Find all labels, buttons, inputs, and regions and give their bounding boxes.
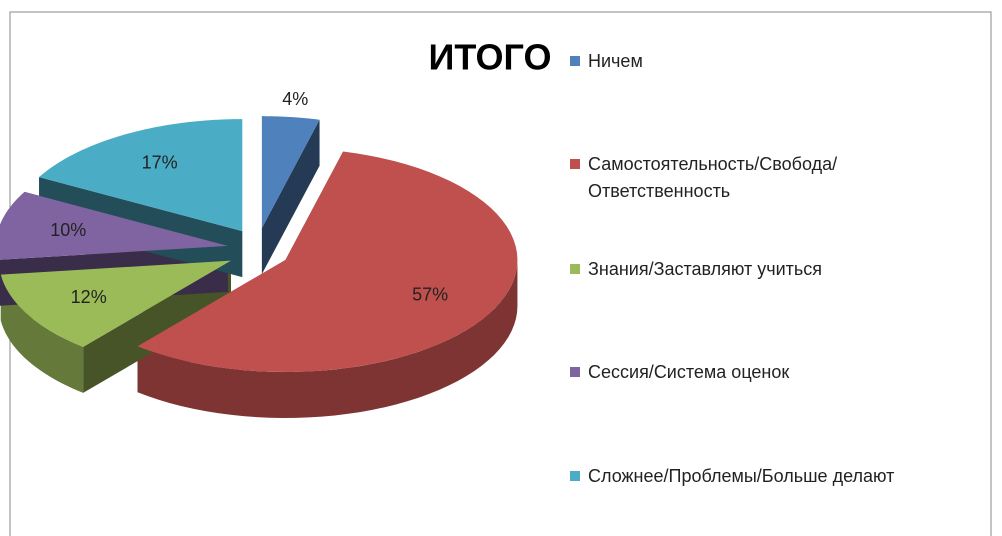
legend-item: Самостоятельность/Свобода/Ответственност… [570,151,938,205]
legend-label: Сложнее/Проблемы/Больше делают [588,466,895,486]
legend-label: Сессия/Система оценок [588,362,790,382]
legend-label: Знания/Заставляют учиться [588,259,823,279]
slice [261,116,320,229]
tops [0,116,518,372]
legend-swatch [570,367,580,377]
data-label: 17% [142,152,178,172]
slice [137,151,518,372]
data-label: 57% [412,284,448,304]
slice-side [0,274,84,393]
slice-edge [261,119,320,275]
legend-item: Сложнее/Проблемы/Больше делают [570,463,938,490]
slice [39,119,243,232]
legend-label: Самостоятельность/Свобода/Ответственност… [588,154,838,201]
legend-item: Знания/Заставляют учиться [570,256,938,283]
legend-item: Ничем [570,48,938,75]
slice-side [137,259,518,418]
slice [0,260,232,347]
legend-swatch [570,159,580,169]
legend-item: Сессия/Система оценок [570,359,938,386]
legend-label: Ничем [588,51,643,71]
data-label: 12% [71,287,107,307]
data-label: 4% [282,89,308,109]
data-label: 10% [50,220,86,240]
legend-swatch [570,264,580,274]
chart-title: ИТОГО [429,37,552,78]
slice [0,191,228,260]
legend-swatch [570,471,580,481]
legend-swatch [570,56,580,66]
